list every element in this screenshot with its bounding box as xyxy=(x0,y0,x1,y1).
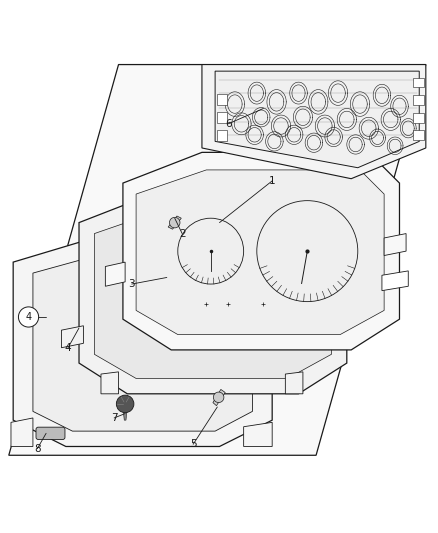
Bar xyxy=(412,131,423,140)
Text: 2: 2 xyxy=(178,229,185,239)
Polygon shape xyxy=(13,236,272,447)
Bar xyxy=(412,78,423,87)
Polygon shape xyxy=(285,372,302,394)
Polygon shape xyxy=(61,326,83,348)
Circle shape xyxy=(116,395,134,413)
Polygon shape xyxy=(215,71,418,168)
Polygon shape xyxy=(79,192,346,394)
Polygon shape xyxy=(136,170,383,335)
Circle shape xyxy=(169,217,180,228)
Bar xyxy=(217,112,226,123)
Text: 1: 1 xyxy=(268,176,275,186)
Bar xyxy=(412,113,423,123)
Polygon shape xyxy=(101,372,118,394)
Bar xyxy=(412,95,423,105)
Polygon shape xyxy=(243,422,272,447)
Polygon shape xyxy=(33,255,252,431)
Text: 4: 4 xyxy=(64,343,71,353)
Text: 7: 7 xyxy=(110,413,117,423)
Polygon shape xyxy=(123,407,127,420)
Text: 8: 8 xyxy=(34,443,41,454)
FancyBboxPatch shape xyxy=(36,427,65,440)
Polygon shape xyxy=(105,262,125,286)
Polygon shape xyxy=(9,64,425,455)
Text: 4: 4 xyxy=(25,312,32,322)
Circle shape xyxy=(18,307,39,327)
Polygon shape xyxy=(201,64,425,179)
Polygon shape xyxy=(11,418,33,447)
Text: 3: 3 xyxy=(128,279,135,289)
Polygon shape xyxy=(383,233,405,255)
Polygon shape xyxy=(94,212,331,378)
Text: 6: 6 xyxy=(224,119,231,129)
Bar xyxy=(217,94,226,106)
Polygon shape xyxy=(381,271,407,290)
Circle shape xyxy=(213,392,223,402)
Bar xyxy=(217,130,226,141)
Polygon shape xyxy=(168,216,181,229)
Polygon shape xyxy=(123,152,399,350)
Text: 5: 5 xyxy=(189,439,196,449)
Polygon shape xyxy=(212,390,225,406)
Polygon shape xyxy=(331,302,353,324)
